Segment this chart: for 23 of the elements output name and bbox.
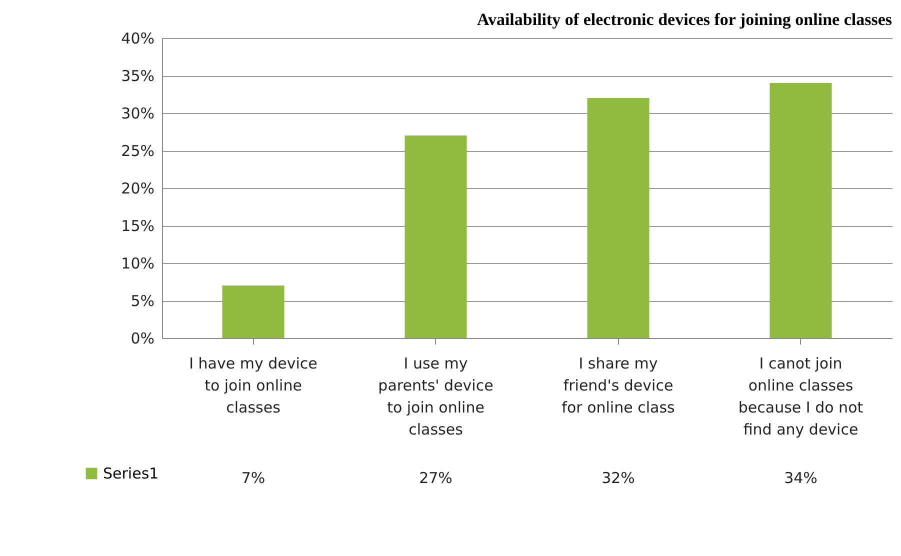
y-tick-label: 10% xyxy=(121,254,154,272)
data-label: 32% xyxy=(602,469,635,487)
data-label: 7% xyxy=(241,469,266,487)
x-tick-label: I have my device to join online classes xyxy=(189,354,318,416)
bar xyxy=(404,136,467,338)
bar xyxy=(222,286,284,338)
y-tick-label: 30% xyxy=(121,104,154,122)
y-tick-label: 5% xyxy=(130,292,154,310)
bar xyxy=(587,98,650,338)
x-tick-label: I canot join online classes because I do not find any device xyxy=(738,354,864,438)
y-tick-label: 20% xyxy=(121,180,154,198)
y-tick-label: 35% xyxy=(121,67,154,85)
y-tick-label: 25% xyxy=(121,142,154,160)
data-label: 34% xyxy=(784,469,818,487)
legend-label: Series1 xyxy=(103,464,159,482)
data-label: 27% xyxy=(419,469,452,487)
y-tick-label: 40% xyxy=(121,30,154,48)
bar xyxy=(770,83,832,338)
chart-title: Availability of electronic devices for joining online classes xyxy=(476,10,892,29)
x-tick-label: I share my friend's device for online class xyxy=(562,354,676,416)
y-tick-label: 15% xyxy=(121,217,154,235)
x-tick-label: I use my parents' device to join online classes xyxy=(378,354,494,438)
y-tick-label: 0% xyxy=(130,330,154,348)
